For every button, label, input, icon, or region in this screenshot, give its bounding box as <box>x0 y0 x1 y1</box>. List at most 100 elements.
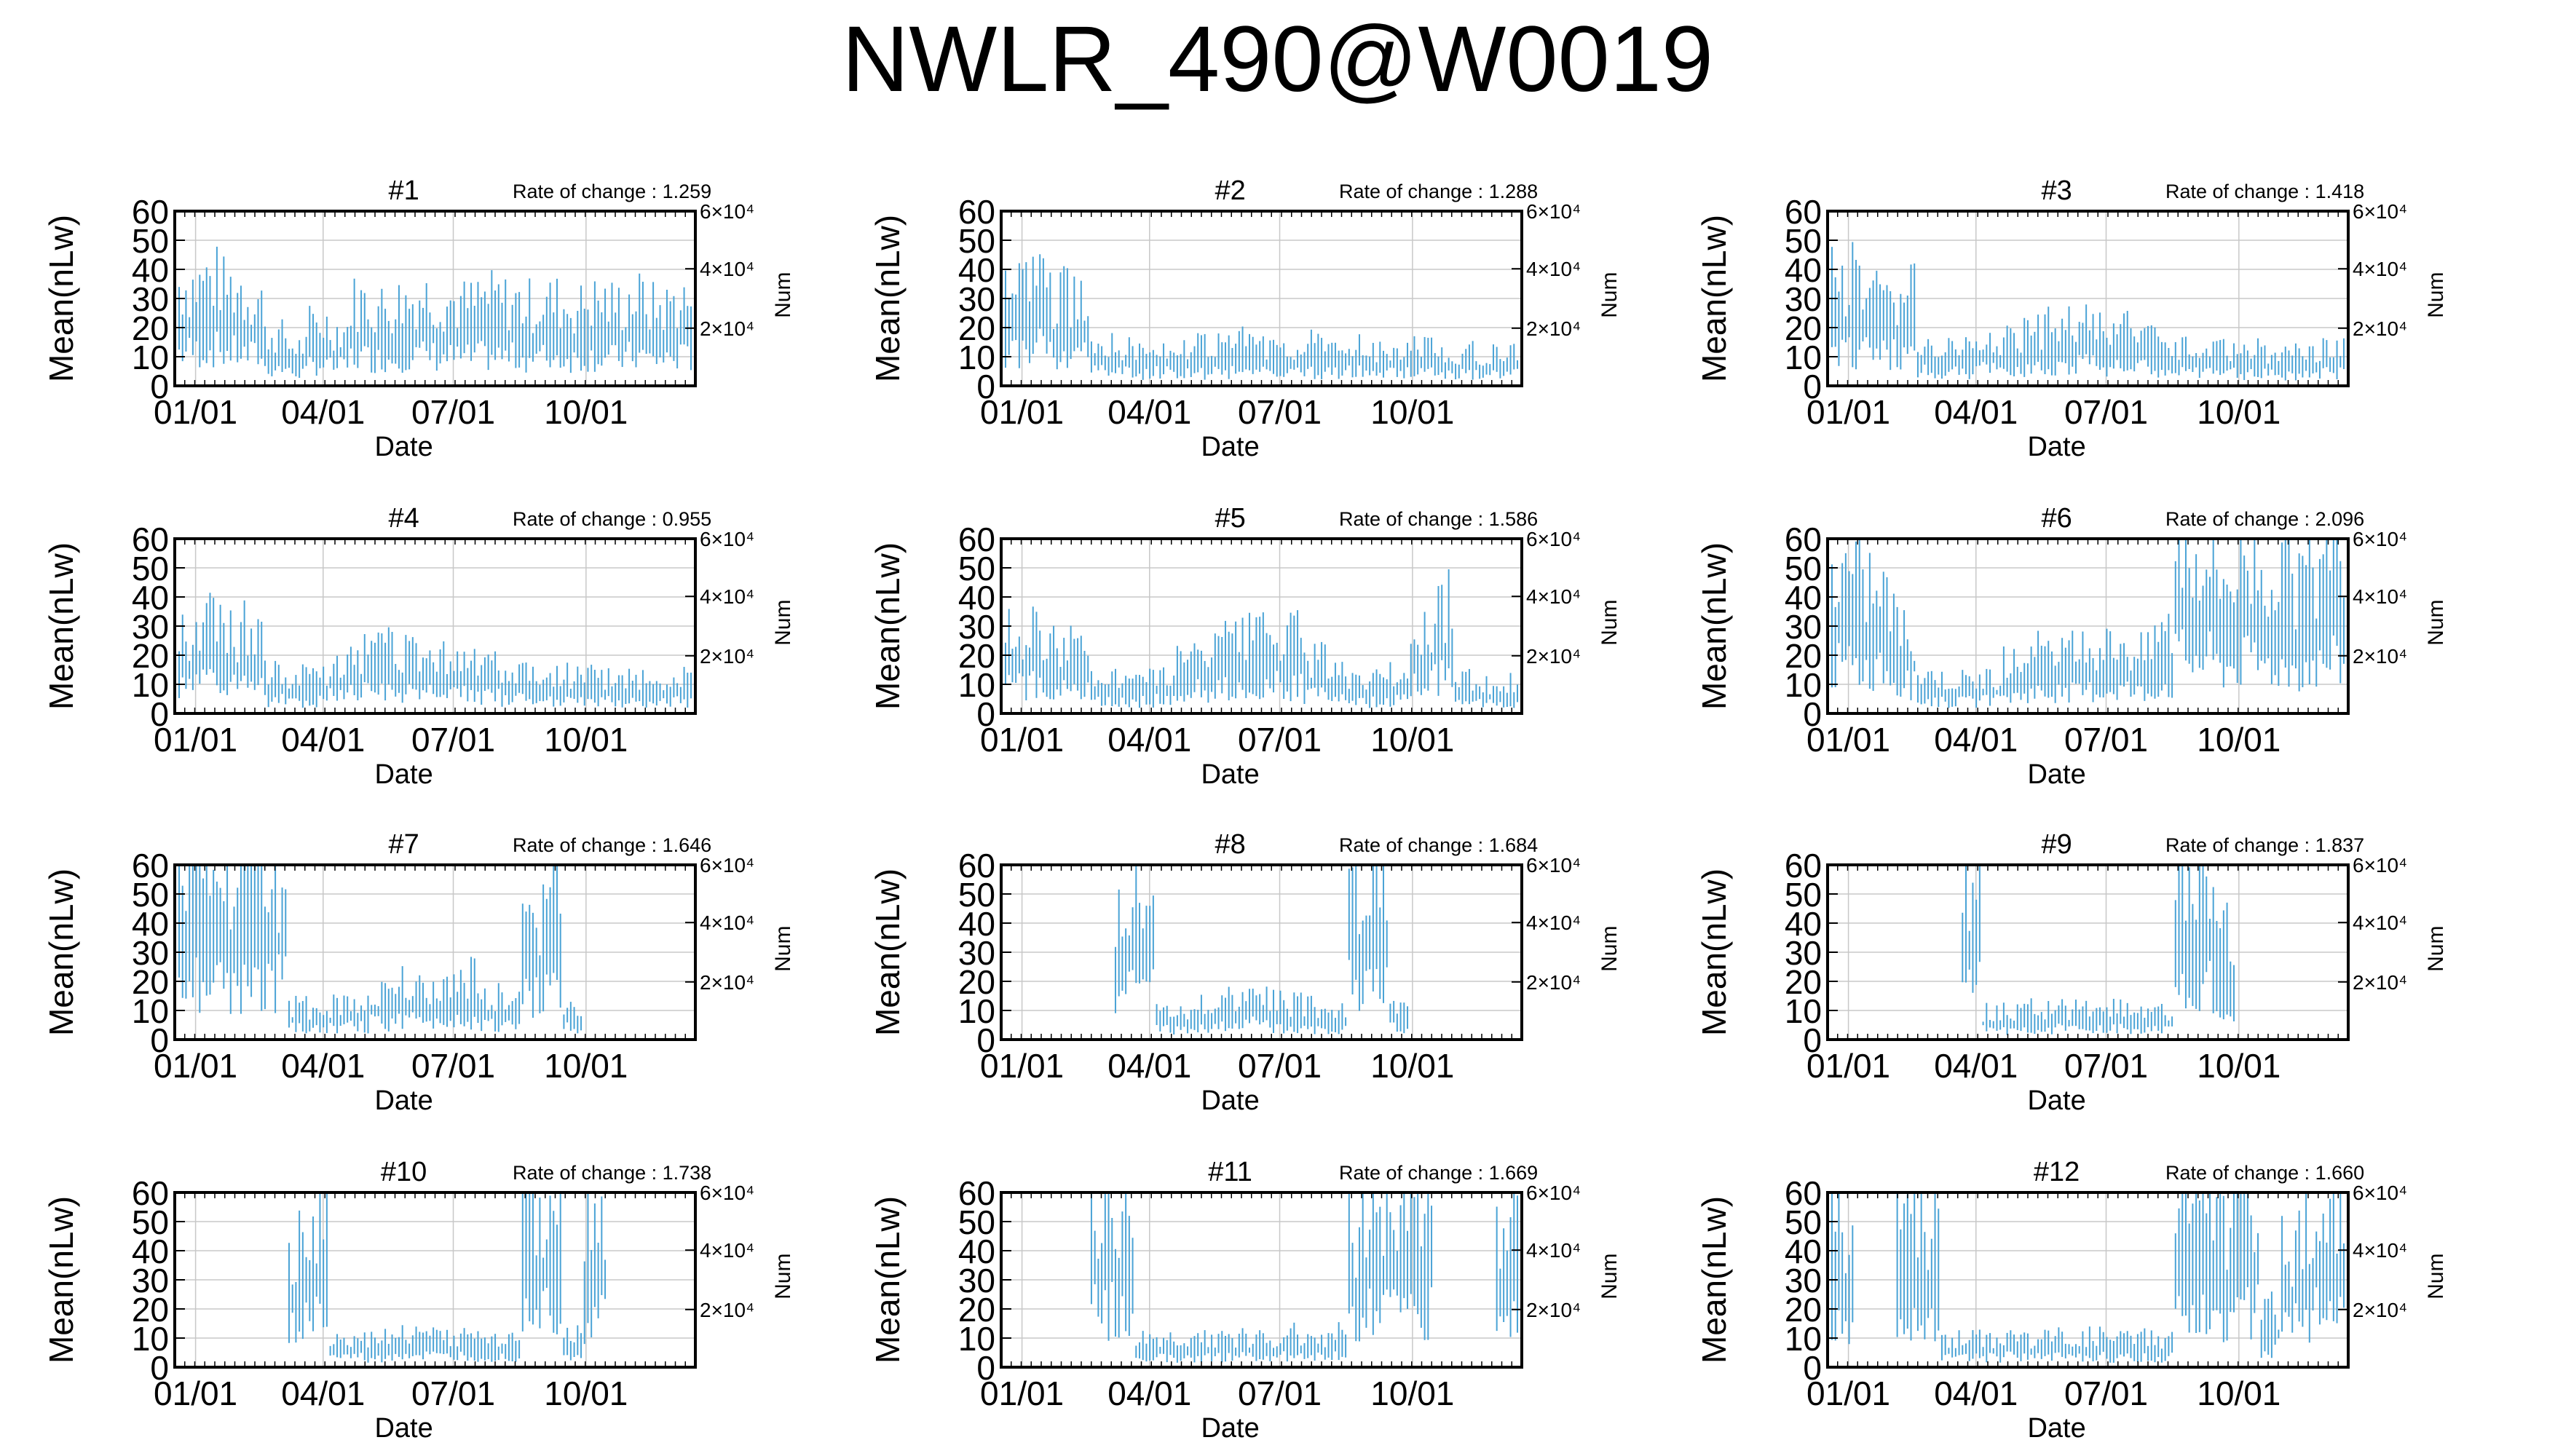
y-tick-label: 30 <box>1785 934 1822 972</box>
x-tick-label: 04/01 <box>281 393 365 431</box>
y-tick-label: 0 <box>150 1021 169 1059</box>
x-tick-label: 01/01 <box>1806 393 1890 431</box>
y-tick-label: 10 <box>958 339 995 376</box>
y2-tick-label: 2×10⁴ <box>1526 645 1581 668</box>
data-series <box>1005 569 1518 708</box>
y-tick-label: 40 <box>1785 251 1822 289</box>
y-tick-label: 20 <box>1785 1291 1822 1329</box>
rate-of-change-annotation: Rate of change : 1.288 <box>1339 181 1538 202</box>
y-tick-label: 60 <box>132 1174 169 1212</box>
x-tick-label: 10/01 <box>2197 1047 2280 1085</box>
y-tick-label: 10 <box>132 339 169 376</box>
y-tick-label: 40 <box>958 1233 995 1270</box>
y2-tick-label: 4×10⁴ <box>2353 258 2407 280</box>
y-tick-label: 60 <box>958 1174 995 1212</box>
y2-tick-label: 4×10⁴ <box>1526 1239 1581 1262</box>
data-series <box>178 865 583 1034</box>
y2-tick-label: 2×10⁴ <box>2353 1299 2407 1321</box>
y-tick-label: 50 <box>132 1203 169 1241</box>
y2-axis-label: Num <box>771 600 795 646</box>
x-tick-label: 07/01 <box>2064 721 2148 759</box>
y-tick-label: 0 <box>150 1349 169 1387</box>
y2-axis-label: Num <box>771 926 795 972</box>
x-tick-label: 10/01 <box>544 1047 628 1085</box>
y2-axis-label: Num <box>2424 1254 2448 1299</box>
x-tick-label: 01/01 <box>154 1374 237 1412</box>
x-axis-label: Date <box>1201 1413 1259 1444</box>
x-tick-label: 04/01 <box>1934 721 2018 759</box>
y-tick-label: 10 <box>1785 339 1822 376</box>
y-tick-label: 0 <box>976 1021 995 1059</box>
y-tick-label: 60 <box>1785 193 1822 231</box>
x-tick-label: 10/01 <box>1370 1047 1454 1085</box>
x-tick-label: 01/01 <box>980 393 1064 431</box>
x-axis-label: Date <box>2027 1413 2085 1444</box>
y-tick-label: 20 <box>132 637 169 675</box>
x-tick-label: 10/01 <box>2197 1374 2280 1412</box>
subplot-title: #11 <box>1208 1157 1252 1187</box>
data-series <box>178 593 692 708</box>
y2-tick-label: 2×10⁴ <box>2353 645 2407 668</box>
y-tick-label: 60 <box>1785 521 1822 558</box>
y-axis-label: Mean(nLw) <box>42 1196 80 1364</box>
x-tick-label: 01/01 <box>154 1047 237 1085</box>
x-tick-label: 07/01 <box>2064 1047 2148 1085</box>
data-series <box>1831 539 2345 708</box>
y2-tick-label: 2×10⁴ <box>700 1299 754 1321</box>
x-axis-label: Date <box>374 759 433 790</box>
subplot-title: #5 <box>1215 503 1245 534</box>
x-tick-label: 07/01 <box>2064 1374 2148 1412</box>
x-tick-label: 01/01 <box>154 393 237 431</box>
y2-axis-label: Num <box>1598 1254 1622 1299</box>
y-tick-label: 20 <box>958 637 995 675</box>
subplot-title: #1 <box>388 175 419 206</box>
y2-tick-label: 2×10⁴ <box>2353 317 2407 340</box>
y-tick-label: 30 <box>1785 1262 1822 1299</box>
data-series <box>1831 242 2345 381</box>
rate-of-change-annotation: Rate of change : 1.586 <box>1339 508 1538 530</box>
x-tick-label: 10/01 <box>1370 721 1454 759</box>
y-tick-label: 0 <box>1803 1021 1822 1059</box>
y2-tick-label: 6×10⁴ <box>2353 1182 2407 1204</box>
y2-tick-label: 6×10⁴ <box>1526 200 1581 223</box>
x-tick-label: 07/01 <box>1238 1374 1322 1412</box>
y2-tick-label: 4×10⁴ <box>700 1239 754 1262</box>
y2-axis-label: Num <box>1598 272 1622 318</box>
y2-tick-label: 2×10⁴ <box>1526 971 1581 994</box>
y2-axis-label: Num <box>1598 600 1622 646</box>
y2-tick-label: 6×10⁴ <box>2353 854 2407 877</box>
subplot-title: #8 <box>1215 829 1245 860</box>
y2-axis-label: Num <box>771 1254 795 1299</box>
rate-of-change-annotation: Rate of change : 1.418 <box>2165 181 2364 202</box>
y2-tick-label: 6×10⁴ <box>700 528 754 550</box>
y-tick-label: 10 <box>132 1320 169 1358</box>
y2-tick-label: 2×10⁴ <box>1526 1299 1581 1321</box>
y2-tick-label: 6×10⁴ <box>2353 200 2407 223</box>
y-tick-label: 40 <box>132 579 169 617</box>
y2-tick-label: 2×10⁴ <box>1526 317 1581 340</box>
y2-tick-label: 2×10⁴ <box>2353 971 2407 994</box>
x-tick-label: 01/01 <box>1806 1374 1890 1412</box>
x-tick-label: 10/01 <box>544 1374 628 1412</box>
y-axis-label: Mean(nLw) <box>1695 542 1733 710</box>
x-tick-label: 01/01 <box>980 1374 1064 1412</box>
y-axis-label: Mean(nLw) <box>42 542 80 710</box>
y-tick-label: 60 <box>958 193 995 231</box>
x-tick-label: 07/01 <box>1238 393 1322 431</box>
y-tick-label: 40 <box>132 251 169 289</box>
x-tick-label: 04/01 <box>1107 1374 1191 1412</box>
y-tick-label: 20 <box>1785 309 1822 347</box>
x-tick-label: 10/01 <box>2197 393 2280 431</box>
y-tick-label: 0 <box>1803 695 1822 733</box>
y-tick-label: 30 <box>132 608 169 646</box>
y2-tick-label: 4×10⁴ <box>700 258 754 280</box>
rate-of-change-annotation: Rate of change : 1.669 <box>1339 1162 1538 1184</box>
subplot-title: #3 <box>2041 175 2072 206</box>
y-axis-label: Mean(nLw) <box>869 869 907 1036</box>
y-tick-label: 30 <box>1785 280 1822 318</box>
y-tick-label: 20 <box>132 1291 169 1329</box>
